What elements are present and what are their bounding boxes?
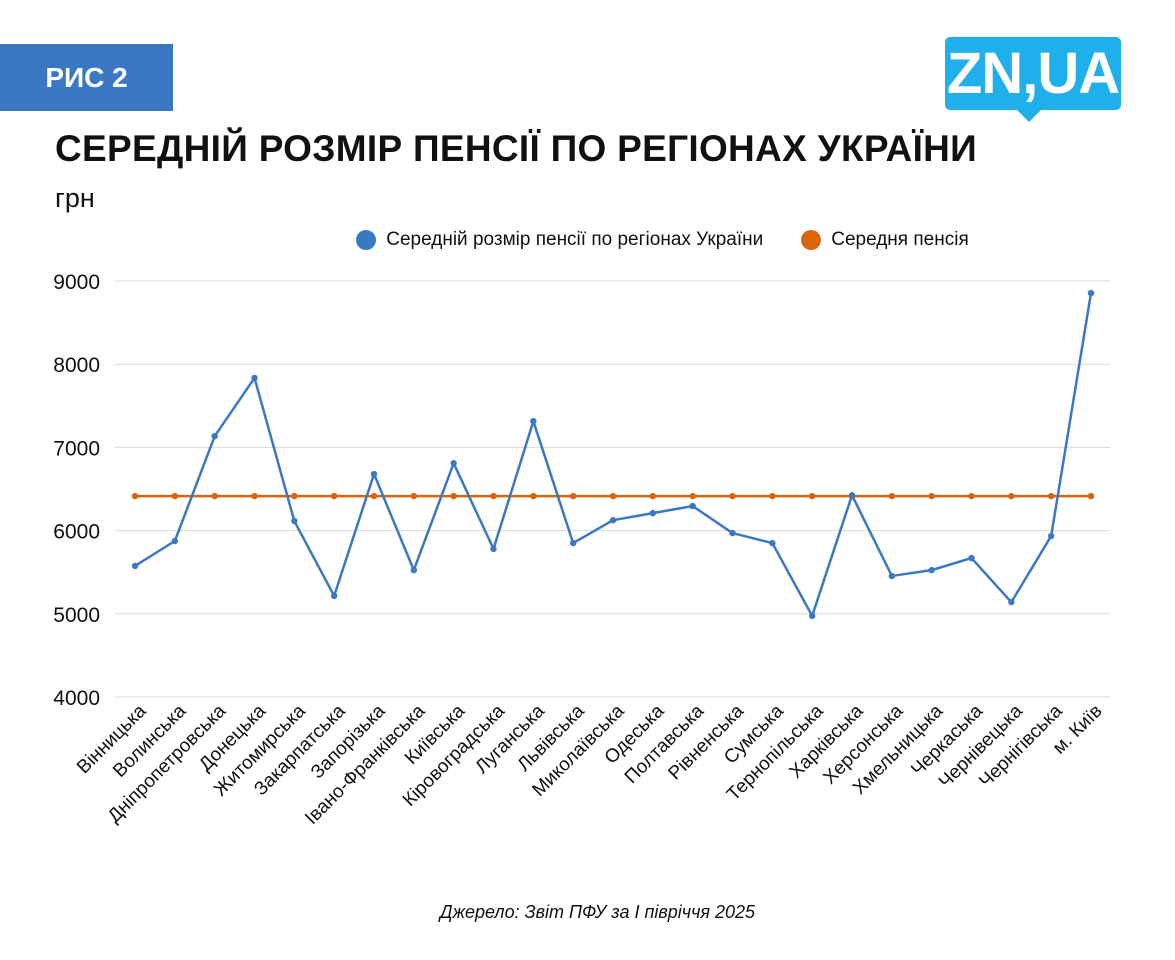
data-point (769, 492, 776, 500)
data-point (291, 492, 298, 500)
data-point (888, 572, 896, 580)
y-tick-label: 8000 (53, 354, 100, 377)
data-point (609, 492, 617, 500)
data-point (450, 460, 457, 467)
legend-label-regions: Середній розмір пенсії по регіонах Украї… (386, 229, 764, 250)
data-point (569, 539, 577, 547)
data-point (251, 374, 258, 382)
data-point (769, 539, 776, 547)
data-point (689, 492, 696, 500)
data-point (968, 554, 975, 562)
data-point (1008, 492, 1015, 500)
y-tick-label: 5000 (53, 604, 100, 627)
data-point (649, 509, 657, 517)
data-point (410, 492, 418, 500)
data-point (291, 517, 298, 525)
data-point (131, 492, 139, 500)
figure-badge: РИС 2 (0, 44, 173, 111)
data-point (729, 529, 736, 537)
source-note: Джерело: Звіт ПФУ за І півріччя 2025 (439, 902, 756, 922)
data-point (609, 517, 617, 524)
data-point (450, 492, 457, 500)
data-point (1047, 492, 1055, 500)
data-point (689, 502, 696, 510)
y-tick-label: 9000 (53, 271, 100, 294)
zn-ua-logo: ZN,UA (945, 37, 1121, 122)
data-point (171, 537, 179, 545)
data-point (370, 492, 378, 500)
data-point (171, 492, 179, 500)
data-point (211, 492, 218, 500)
data-point (370, 470, 378, 478)
data-point (330, 492, 338, 500)
series-line (134, 292, 1093, 618)
legend: Середній розмір пенсії по регіонах Украї… (0, 229, 1175, 251)
y-tick-label: 6000 (53, 521, 100, 544)
data-point (410, 566, 418, 574)
data-point (848, 492, 856, 499)
legend-item-regions: Середній розмір пенсії по регіонах Украї… (356, 229, 763, 251)
data-point (808, 612, 816, 620)
data-point (888, 492, 896, 500)
chart-title: СЕРЕДНІЙ РОЗМІР ПЕНСІЇ ПО РЕГІОНАХ УКРАЇ… (55, 128, 977, 169)
data-point (928, 492, 935, 500)
data-point (968, 492, 975, 500)
data-point (1008, 598, 1015, 606)
legend-label-average: Середня пенсія (831, 229, 969, 250)
y-tick-label: 4000 (53, 687, 100, 710)
data-point (530, 492, 537, 500)
legend-marker-regions (356, 230, 377, 250)
data-point (211, 432, 218, 440)
data-point (928, 566, 935, 574)
data-point (649, 492, 657, 500)
legend-marker-average (801, 230, 822, 250)
y-tick-label: 7000 (53, 437, 100, 460)
data-point (1047, 532, 1055, 540)
data-point (530, 417, 537, 425)
data-point (808, 492, 816, 500)
data-point (490, 545, 497, 553)
data-point (490, 492, 497, 500)
data-point (1087, 492, 1095, 500)
data-point (1087, 289, 1095, 297)
y-axis-unit: грн (55, 183, 95, 213)
legend-item-average: Середня пенсія (801, 229, 969, 251)
data-point (569, 492, 577, 500)
data-point (131, 562, 139, 570)
data-point (330, 592, 338, 600)
data-point (729, 492, 736, 500)
data-point (251, 492, 258, 500)
